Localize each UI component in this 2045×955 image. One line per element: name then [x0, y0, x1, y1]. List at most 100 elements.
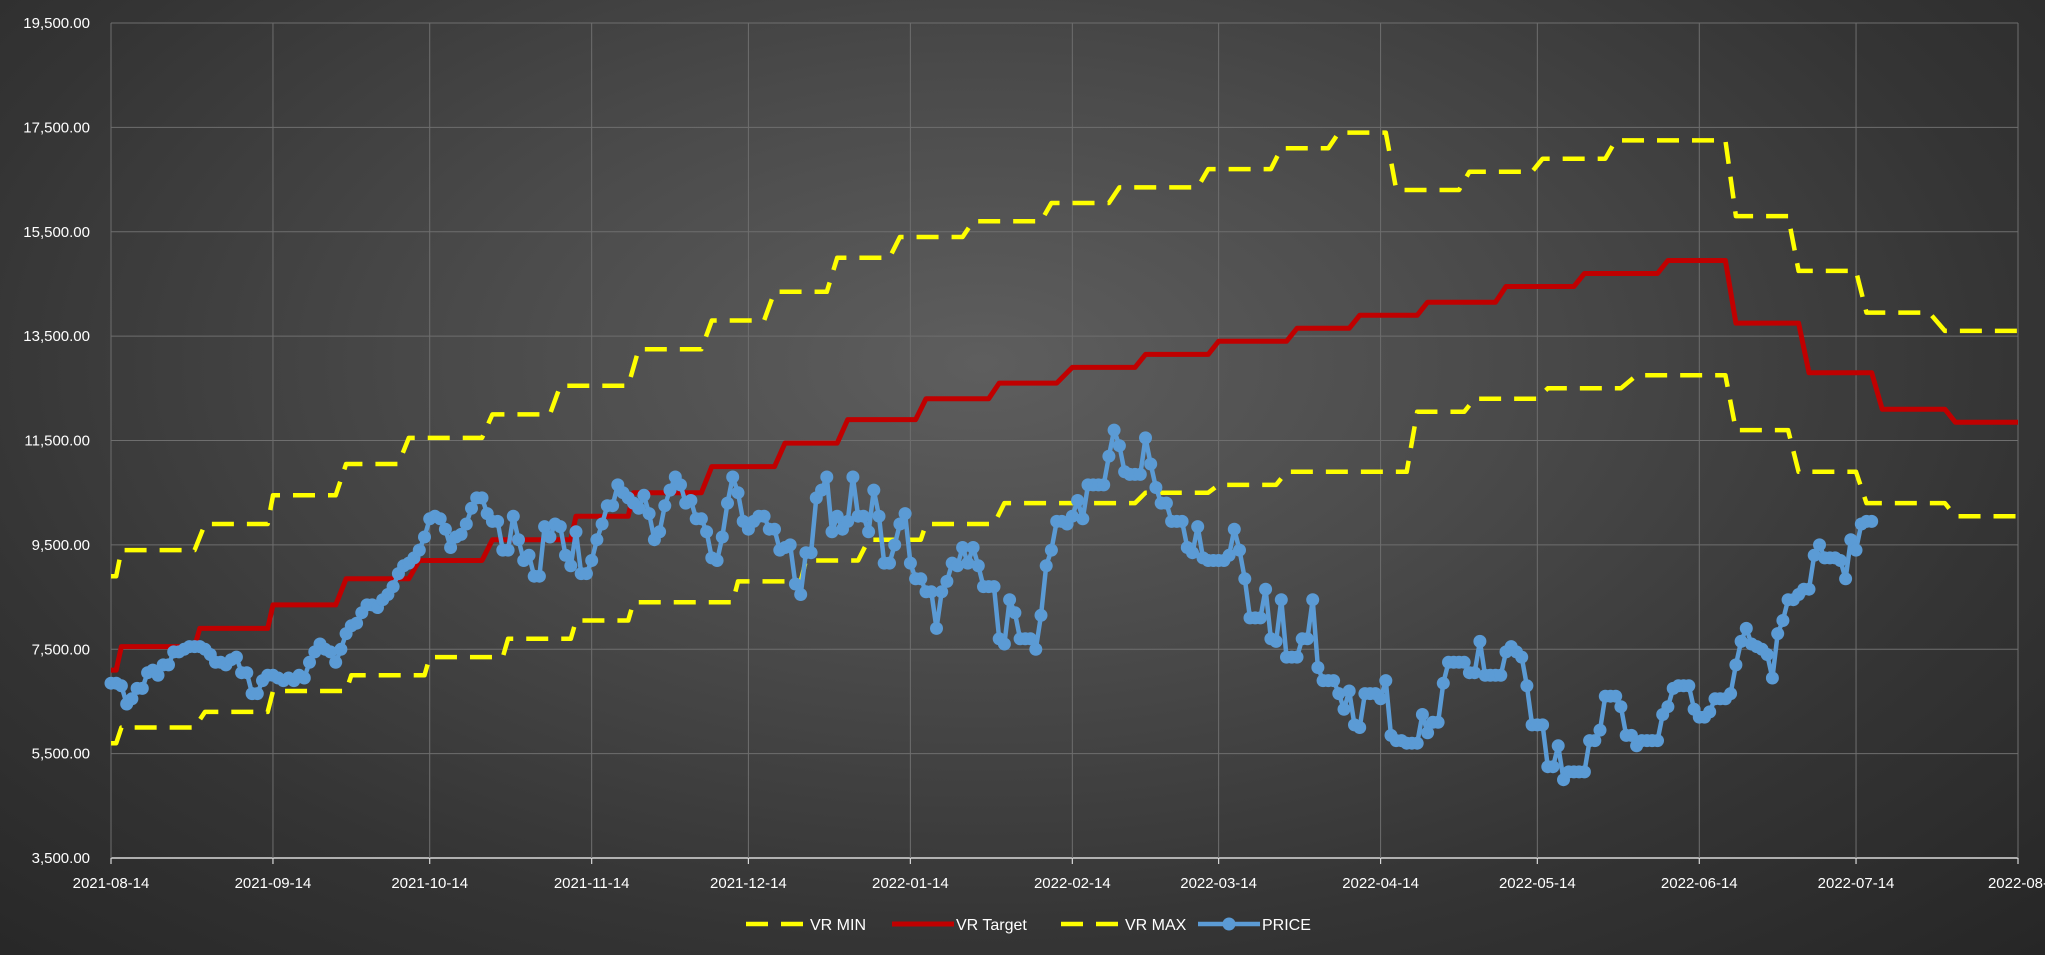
price-point	[888, 538, 902, 552]
price-point	[632, 501, 646, 515]
price-point	[1415, 708, 1429, 721]
legend: VR MIN VR Target VR MAX PRICE	[746, 917, 1311, 934]
y-tick-label: 3,500.00	[32, 850, 90, 867]
price-point	[595, 517, 609, 531]
price-point	[1024, 632, 1037, 646]
x-tick-label: 2022-07-14	[1818, 875, 1895, 892]
price-point	[815, 483, 829, 497]
y-tick-label: 17,500.00	[23, 119, 90, 136]
price-point	[721, 496, 734, 510]
price-point	[1802, 582, 1816, 596]
price-point	[862, 525, 876, 539]
price-point	[1327, 674, 1341, 688]
price-point	[1473, 634, 1487, 648]
price-point	[987, 580, 1001, 594]
price-point	[1724, 687, 1738, 701]
y-tick-label: 13,500.00	[23, 328, 90, 345]
price-point	[1614, 700, 1628, 714]
y-tick-label: 7,500.00	[32, 641, 90, 658]
price-point	[1144, 457, 1158, 471]
price-point	[961, 556, 975, 570]
price-point	[386, 580, 400, 594]
price-point	[1029, 642, 1043, 656]
y-axis: 3,500.00 5,500.00 7,500.00 9,500.00 11,500.0…	[23, 15, 90, 867]
legend-label: VR Target	[956, 917, 1027, 934]
price-point	[841, 514, 855, 528]
price-point	[997, 637, 1011, 651]
price-point	[491, 514, 505, 528]
price-point	[726, 470, 740, 484]
gridlines	[110, 22, 2019, 864]
price-point	[606, 499, 620, 513]
price-point	[465, 501, 478, 515]
price-point	[1760, 648, 1774, 661]
price-point	[1776, 614, 1790, 627]
price-point	[1813, 538, 1826, 552]
price-point	[642, 507, 656, 521]
price-point	[1133, 467, 1147, 481]
price-point	[475, 491, 489, 505]
price-point	[930, 621, 943, 635]
y-tick-label: 19,500.00	[23, 15, 90, 32]
x-tick-label: 2021-10-14	[391, 875, 468, 892]
price-point	[1551, 739, 1565, 753]
price-point	[637, 488, 651, 502]
price-point	[1374, 692, 1388, 706]
y-tick-label: 15,500.00	[23, 224, 90, 241]
price-point	[1034, 608, 1048, 622]
price-point	[1771, 627, 1785, 641]
price-point	[893, 517, 907, 531]
x-tick-label: 2021-09-14	[235, 875, 312, 892]
price-point	[1039, 559, 1053, 573]
price-point	[1337, 702, 1351, 716]
price-point	[1520, 679, 1534, 693]
price-point	[135, 681, 149, 695]
price-point	[1515, 650, 1529, 664]
price-point	[1238, 572, 1252, 586]
x-tick-label: 2022-01-14	[872, 875, 949, 892]
price-point	[950, 559, 964, 573]
price-point	[1436, 676, 1450, 690]
legend-label: PRICE	[1262, 917, 1311, 934]
legend-item-price: PRICE	[1198, 917, 1311, 934]
price-point	[1259, 582, 1273, 596]
legend-item-vr-min: VR MIN	[746, 917, 866, 934]
price-point	[1222, 548, 1236, 562]
price-point	[935, 585, 949, 599]
plot-area	[104, 130, 2018, 787]
price-point	[1139, 431, 1152, 445]
price-point	[658, 499, 672, 513]
price-point	[1227, 522, 1241, 536]
price-point	[820, 470, 834, 484]
price-point	[1849, 543, 1863, 557]
price-point	[684, 494, 698, 507]
price-point	[1865, 514, 1879, 528]
price-point	[956, 541, 970, 554]
price-point	[151, 668, 165, 682]
price-point	[1457, 655, 1471, 669]
y-tick-label: 9,500.00	[32, 537, 90, 554]
price-point	[1076, 512, 1090, 526]
series-line-vr-max	[111, 130, 2018, 579]
price-point	[674, 478, 687, 492]
price-point	[1008, 606, 1022, 620]
price-point	[1807, 548, 1821, 562]
price-point	[1191, 520, 1205, 534]
price-point	[454, 527, 468, 541]
price-point	[1536, 718, 1550, 732]
price-point	[512, 533, 525, 547]
price-point	[114, 679, 128, 693]
price-point	[971, 559, 985, 573]
price-point	[559, 548, 572, 562]
price-point	[1269, 634, 1283, 648]
price-point	[522, 548, 536, 562]
price-point	[1044, 543, 1058, 557]
price-point	[710, 554, 724, 567]
price-point	[1739, 621, 1753, 635]
price-point	[757, 509, 771, 523]
price-point	[1306, 593, 1320, 607]
price-point	[700, 525, 714, 539]
price-point	[1577, 765, 1591, 779]
price-point	[1609, 689, 1623, 703]
